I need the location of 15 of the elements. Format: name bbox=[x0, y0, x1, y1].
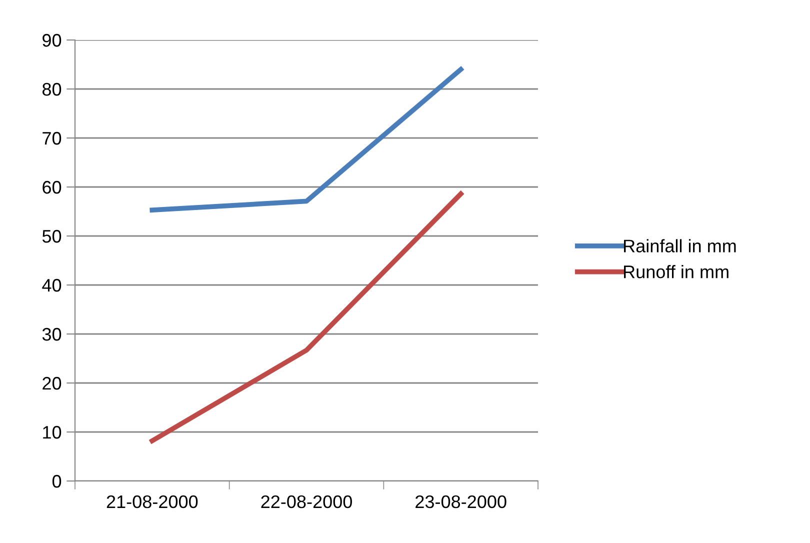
legend-label: Runoff in mm bbox=[624, 265, 728, 278]
y-tick-label: 90 bbox=[42, 34, 62, 47]
y-tick-label: 20 bbox=[42, 376, 62, 390]
y-tick-label: 70 bbox=[42, 132, 62, 145]
y-tick-label: 50 bbox=[42, 230, 62, 243]
x-tick-label: 21-08-2000 bbox=[106, 495, 198, 508]
y-tick-label: 80 bbox=[42, 82, 62, 96]
y-tick-label: 30 bbox=[42, 328, 62, 341]
x-tick-label: 23-08-2000 bbox=[416, 495, 506, 508]
y-tick-label: 60 bbox=[42, 180, 62, 194]
y-tick-label: 10 bbox=[43, 426, 62, 439]
legend-label: Rainfall in mm bbox=[624, 239, 736, 252]
y-tick-label: 40 bbox=[42, 278, 62, 292]
y-tick-label: 0 bbox=[52, 474, 62, 488]
x-tick-label: 22-08-2000 bbox=[261, 495, 352, 508]
